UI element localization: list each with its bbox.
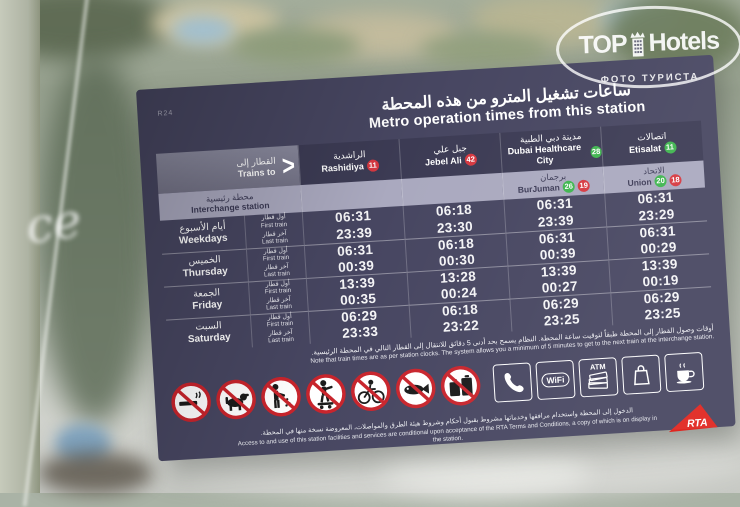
watermark-hotels-text: Hotels — [648, 26, 720, 57]
line-badge: 42 — [464, 153, 478, 167]
no-pets-icon — [216, 379, 256, 420]
station-header-jebel-ali: جبل علي Jebel Ali 42 — [398, 132, 502, 179]
sign-footer: الدخول إلى المحطة واستخدام مرافقها وخدما… — [173, 398, 720, 465]
chevron-right-icon: > — [281, 148, 296, 181]
rta-logo: RTA — [668, 404, 718, 433]
shopping-icon — [621, 354, 662, 395]
day-label-friday: الجمعة Friday — [164, 281, 250, 320]
station-header-etisalat: اتصالات Etisalat 11 — [600, 120, 704, 167]
no-skateboarding-icon — [306, 374, 346, 414]
no-littering-icon — [261, 376, 301, 417]
line-badge: 11 — [663, 141, 677, 155]
station-header-rashidiya: الراشدية Rashidiya 11 — [297, 138, 401, 185]
last-train-label: آخر قطار Last train — [250, 326, 310, 347]
line-badge: 11 — [366, 159, 380, 173]
station-header-dubai-healthcare-city: مدينة دبي الطبية Dubai Healthcare City 2… — [499, 126, 603, 173]
sign-code: R24 — [157, 109, 174, 118]
no-bulky-luggage-icon — [440, 365, 481, 406]
no-fish-icon — [395, 368, 436, 409]
metro-times-sign: R24 ساعات تشغيل المترو من هذه المحطة Met… — [136, 54, 736, 465]
chair-reflection — [38, 452, 153, 494]
palm-frond-reflection — [420, 33, 550, 65]
hotel-tower-icon — [630, 31, 645, 57]
palm-frond-reflection — [230, 28, 360, 64]
telephone-icon — [492, 362, 533, 403]
line-badge: 26 — [562, 180, 576, 194]
refreshments-icon — [664, 351, 705, 393]
wifi-icon: WiFi — [535, 359, 576, 401]
light-reflection — [380, 448, 590, 492]
no-bicycles-icon — [351, 371, 391, 411]
svg-text:RTA: RTA — [687, 417, 708, 430]
atm-icon: ATM — [578, 357, 619, 398]
pictogram-row: WiFi ATM — [170, 350, 717, 423]
line-badge: 19 — [577, 179, 591, 193]
day-label-weekdays: أيام الأسبوع Weekdays — [178, 220, 228, 247]
tophotels-watermark: TOP Hotels ФОТО ТУРИСТА — [554, 2, 740, 92]
timetable: القطار إلى Trains to > الراشدية Rashidiy… — [155, 120, 714, 353]
day-label-saturday: السبت Saturday — [166, 314, 252, 353]
sky-reflection — [172, 16, 234, 44]
day-label-thursday: الخميس Thursday — [162, 248, 248, 287]
line-badge: 20 — [654, 174, 667, 188]
line-badge: 28 — [590, 145, 603, 159]
no-smoking-icon — [171, 382, 211, 422]
line-badge: 18 — [669, 174, 682, 187]
script-reflection: ce — [22, 192, 85, 256]
watermark-top-text: TOP — [578, 29, 628, 59]
